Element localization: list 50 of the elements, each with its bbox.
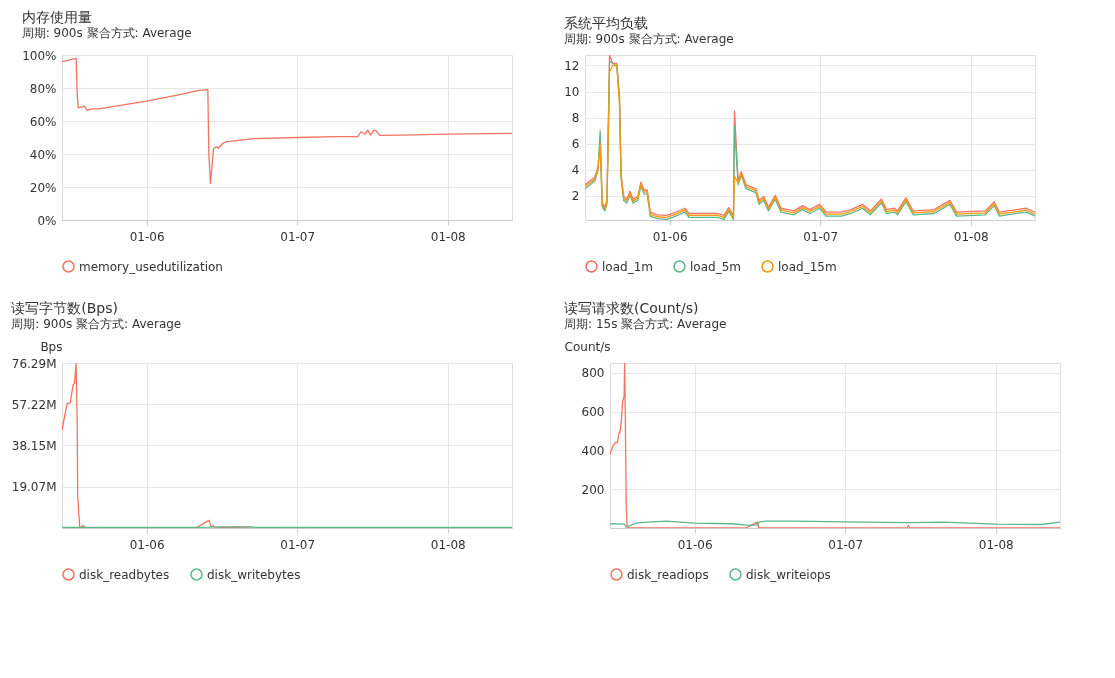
y-tick-label: 76.29M: [11, 356, 57, 371]
y-axis-title: Count/s: [564, 339, 611, 354]
x-tick-label: 01-07: [280, 229, 316, 244]
x-tick-label: 01-08: [978, 537, 1014, 552]
y-tick-label: 0%: [37, 213, 57, 228]
chart-title: 读写请求数(Count/s): [564, 300, 699, 316]
x-tick-label: 01-06: [677, 537, 713, 552]
x-tick-label: 01-07: [828, 537, 864, 552]
legend-label: disk_writebytes: [207, 567, 301, 582]
y-tick-label: 2: [571, 189, 580, 204]
y-tick-label: 400: [581, 443, 605, 458]
x-tick-label: 01-07: [803, 229, 839, 244]
x-tick-label: 01-06: [129, 229, 165, 244]
y-tick-label: 800: [581, 366, 605, 381]
y-tick-label: 100%: [22, 48, 57, 63]
legend-label: load_1m: [602, 259, 653, 274]
legend-label: disk_readbytes: [79, 567, 170, 582]
y-tick-label: 600: [581, 405, 605, 420]
y-tick-label: 10: [564, 85, 580, 100]
chart-subtitle: 周期: 900s 聚合方式: Average: [21, 26, 192, 40]
chart-title: 系统平均负载: [563, 15, 648, 31]
x-tick-label: 01-08: [430, 229, 466, 244]
y-tick-label: 8: [571, 111, 580, 126]
y-axis-title: Bps: [40, 339, 63, 354]
chart-subtitle: 周期: 15s 聚合方式: Average: [564, 317, 727, 331]
y-tick-label: 4: [571, 163, 580, 178]
y-tick-label: 12: [564, 58, 580, 73]
y-tick-label: 57.22M: [11, 397, 57, 412]
y-tick-label: 19.07M: [11, 480, 57, 495]
legend-label: load_5m: [690, 259, 741, 274]
legend-label: disk_writeiops: [746, 567, 831, 582]
x-tick-label: 01-06: [652, 229, 688, 244]
chart-subtitle: 周期: 900s 聚合方式: Average: [11, 317, 182, 331]
y-tick-label: 20%: [29, 180, 57, 195]
y-tick-label: 38.15M: [11, 438, 57, 453]
chart-title: 内存使用量: [21, 9, 92, 25]
y-tick-label: 6: [571, 137, 580, 152]
x-tick-label: 01-07: [280, 537, 316, 552]
chart-title: 读写字节数(Bps): [11, 300, 119, 316]
y-tick-label: 60%: [29, 114, 57, 129]
chart-subtitle: 周期: 900s 聚合方式: Average: [563, 32, 734, 46]
legend-label: memory_usedutilization: [79, 259, 223, 274]
y-tick-label: 40%: [29, 147, 57, 162]
legend-label: load_15m: [778, 259, 837, 274]
x-tick-label: 01-08: [430, 537, 466, 552]
y-tick-label: 200: [581, 482, 605, 497]
y-tick-label: 80%: [29, 81, 57, 96]
x-tick-label: 01-08: [953, 229, 989, 244]
x-tick-label: 01-06: [129, 537, 165, 552]
legend-label: disk_readiops: [627, 567, 709, 582]
